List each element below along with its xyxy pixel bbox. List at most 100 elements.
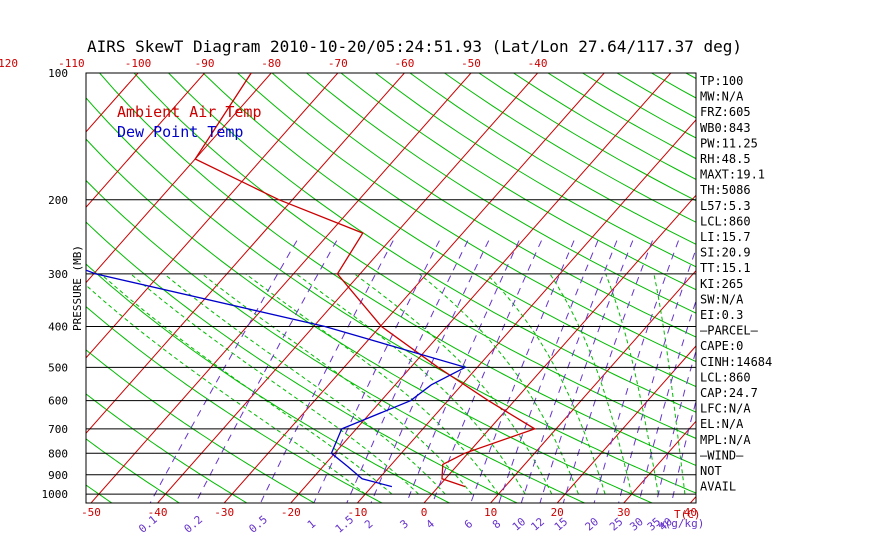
isotherm-line [157, 73, 538, 503]
legend-dew-point-temp: Dew Point Temp [117, 123, 243, 141]
mixing-ratio-line [498, 240, 599, 503]
moist-adiabat-line [295, 273, 526, 495]
pressure-tick-label: 800 [48, 447, 68, 460]
bottom-temp-tick-label: -10 [347, 506, 367, 519]
mixing-ratio-line [346, 240, 469, 503]
dew-point-temp-line [86, 269, 468, 488]
index-label: KI:265 [700, 277, 743, 291]
moist-adiabat-line [486, 273, 606, 495]
mixing-ratio-line [593, 240, 679, 503]
top-temp-tick-label: -50 [461, 57, 481, 70]
isotherm-line [223, 73, 605, 503]
pressure-tick-label: 900 [48, 469, 68, 482]
index-label: MAXT:19.1 [700, 168, 765, 182]
mixing-ratio-label: 6 [462, 517, 475, 531]
dry-adiabat-line [375, 73, 696, 268]
dry-adiabat-line [651, 73, 696, 99]
dry-adiabat-line [86, 179, 585, 503]
ambient-air-temp-line [194, 73, 537, 488]
pressure-tick-label: 1000 [42, 488, 69, 501]
index-label: LCL:860 [700, 370, 751, 384]
mixing-ratio-line [539, 240, 634, 503]
index-label: SW:N/A [700, 292, 744, 306]
index-label: PW:11.25 [700, 136, 758, 150]
moist-adiabat-line [653, 273, 686, 495]
index-label: TP:100 [700, 74, 743, 88]
mixing-ratio-line [195, 240, 338, 503]
index-label: –WIND– [700, 448, 744, 462]
dry-adiabat-line [86, 138, 653, 503]
dry-adiabat-line [340, 73, 696, 291]
pressure-tick-label: 200 [48, 194, 68, 207]
index-label: TH:5086 [700, 183, 751, 197]
chart-title: AIRS SkewT Diagram 2010-10-20/05:24:51.9… [87, 37, 742, 56]
top-temp-tick-label: -70 [328, 57, 348, 70]
moist-adiabat-line [354, 273, 553, 495]
index-label: WB0:843 [700, 121, 751, 135]
mixing-ratio-line [562, 240, 653, 503]
isotherm-line [86, 73, 339, 359]
dry-adiabat-line [237, 73, 696, 363]
pressure-tick-label: 500 [48, 361, 68, 374]
index-label: MW:N/A [700, 90, 744, 104]
isotherm-line [357, 119, 696, 503]
isotherm-line [86, 73, 205, 208]
index-label: EL:N/A [700, 417, 744, 431]
dry-adiabat-line [86, 393, 248, 503]
top-temp-tick-label: -60 [394, 57, 414, 70]
isotherm-line [490, 269, 696, 503]
mixing-ratio-label: 3 [398, 517, 411, 531]
dry-adiabat-line [0, 73, 44, 503]
mixing-ratio-label: 8 [490, 517, 503, 531]
isotherm-line [556, 345, 696, 503]
top-temp-tick-label: -80 [261, 57, 281, 70]
mixing-ratio-line [260, 240, 394, 503]
mixing-ratio-label: 1 [305, 517, 318, 531]
index-label: RH:48.5 [700, 152, 751, 166]
isotherm-line [623, 420, 696, 503]
legend-ambient-air-temp: Ambient Air Temp [117, 103, 262, 121]
mixing-ratio-label: 0.2 [182, 513, 206, 536]
dry-adiabat-line [306, 73, 696, 314]
dry-adiabat-line [202, 73, 696, 388]
mixing-ratio-line [671, 399, 696, 503]
isotherm-line [86, 73, 272, 284]
index-label: MPL:N/A [700, 433, 751, 447]
mixing-ratio-label: 0.5 [246, 513, 270, 536]
moist-adiabat-line [100, 273, 393, 495]
bottom-temp-tick-label: 40 [684, 506, 697, 519]
y-axis-label: PRESSURE (MB) [71, 245, 84, 331]
mixing-ratio-label: 10 [510, 515, 529, 533]
pressure-tick-label: 300 [48, 268, 68, 281]
mixing-ratio-line [313, 240, 440, 503]
index-label: SI:20.9 [700, 246, 751, 260]
dry-adiabat-line [86, 305, 383, 503]
index-label: CAPE:0 [700, 339, 743, 353]
top-temp-tick-label: -110 [58, 57, 85, 70]
moist-adiabat-line [86, 284, 366, 495]
index-label: L57:5.3 [700, 199, 751, 213]
moist-adiabat-line [549, 273, 633, 495]
bottom-temp-tick-label: -30 [214, 506, 234, 519]
isotherm-line [423, 194, 696, 503]
moist-adiabat-line [418, 273, 579, 495]
pressure-tick-label: 400 [48, 321, 68, 334]
isotherm-line [90, 73, 472, 503]
pressure-tick-label: 600 [48, 395, 68, 408]
bottom-temp-tick-label: 30 [617, 506, 630, 519]
isotherm-line [86, 73, 405, 435]
temp-unit-label: T(C) [674, 508, 701, 521]
isotherm-line [824, 73, 870, 503]
mixing-ratio-line [638, 299, 696, 503]
dry-adiabat-line [271, 73, 696, 338]
mixing-ratio-line [370, 240, 490, 503]
moist-adiabat-line [605, 273, 659, 495]
mixing-ratio-line [149, 240, 298, 503]
pressure-tick-labels: 100 200 300 400 500 600 700 800 900 1000 [42, 67, 69, 501]
index-label: CAP:24.7 [700, 386, 758, 400]
bottom-temp-tick-label: -20 [281, 506, 301, 519]
mixing-ratio-line [655, 349, 696, 503]
profile-lines [86, 73, 537, 488]
top-temp-tick-label: -100 [125, 57, 152, 70]
